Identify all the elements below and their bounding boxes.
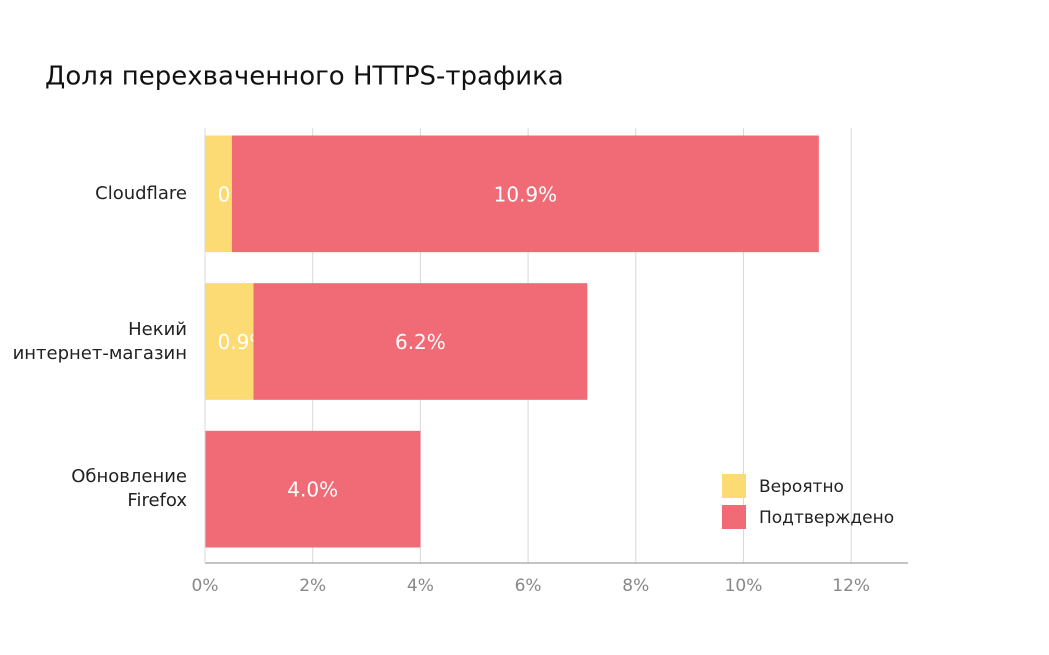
legend-label: Вероятно [759,477,844,497]
chart-title: Доля перехваченного HTTPS-трафика [45,62,564,92]
y-tick-label: Некий интернет-магазин [12,318,187,364]
x-tick-label: 6% [515,576,542,596]
x-tick-label: 8% [622,576,649,596]
x-tick-label: 2% [299,576,326,596]
bar-segment [205,283,254,400]
bar-segment [205,135,232,253]
bar-segment [205,430,421,548]
bar-segment [231,135,819,253]
x-tick-label: 12% [832,576,870,596]
legend-swatch [722,505,746,529]
y-tick-label: Cloudflare [95,182,187,204]
y-tick-label: Обновление Firefox [71,466,187,512]
data-label: 6.2% [395,330,446,354]
legend-label: Подтверждено [759,508,894,528]
x-tick-label: 0% [192,576,219,596]
data-label: 4.0% [287,478,338,502]
x-tick-label: 4% [407,576,434,596]
x-tick-label: 10% [725,576,763,596]
data-label: 10.9% [494,182,558,206]
bar-segment [253,283,588,400]
legend-swatch [722,474,746,498]
